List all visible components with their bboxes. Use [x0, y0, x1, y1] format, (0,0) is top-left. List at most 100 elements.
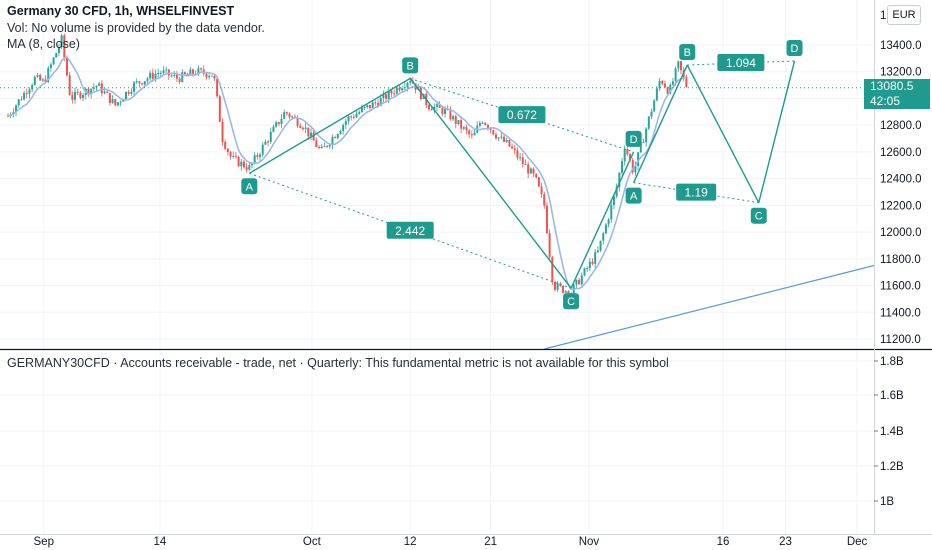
candle-body [25, 92, 28, 94]
candle-body [553, 282, 556, 290]
current-price-tag: 13080.5 [864, 79, 930, 94]
candle-body [631, 160, 634, 173]
candle-body [564, 291, 567, 293]
candle-body [551, 256, 554, 283]
candle-body [216, 78, 219, 97]
candle-body [685, 76, 688, 87]
candle-body [288, 113, 291, 117]
candle-body [358, 112, 361, 114]
candle-body [307, 127, 310, 137]
candle-body [618, 172, 621, 188]
candle-body [382, 94, 385, 99]
time-tick-label: Nov [579, 536, 600, 548]
time-tick-label: 14 [154, 536, 167, 548]
price-tick-label: 12800.0 [880, 120, 922, 132]
candle-body [135, 81, 138, 83]
price-tick-label: 11200.0 [880, 334, 921, 346]
candle-body [478, 122, 481, 126]
ratio-text: 2.442 [395, 224, 425, 238]
candle-body [44, 79, 47, 83]
candle-body [63, 35, 66, 58]
candle-body [224, 142, 227, 149]
candle-body [438, 104, 441, 108]
candle-body [637, 152, 640, 167]
candle-body [339, 131, 342, 135]
candle-body [492, 130, 495, 135]
candle-body [462, 127, 465, 129]
candle-body [368, 105, 371, 108]
candle-body [331, 137, 334, 145]
candle-body [465, 127, 468, 131]
pattern-point-text: A [630, 191, 638, 203]
candle-body [291, 116, 294, 118]
candle-body [197, 68, 200, 75]
candle-body [562, 285, 565, 293]
candle-body [71, 95, 74, 100]
candle-body [596, 250, 599, 253]
harmonic-patterns[interactable]: 2.442 0.672 1.19 1.094 A B C D A B C D [241, 40, 803, 310]
trendline[interactable] [544, 264, 875, 350]
candle-body [586, 268, 589, 270]
candle-body [253, 155, 256, 163]
candle-body [210, 75, 213, 77]
candle-body [95, 85, 98, 88]
price-tick-label: 11400.0 [880, 307, 921, 319]
pattern-point-text: A [246, 181, 254, 193]
candle-body [283, 112, 286, 119]
candle-body [186, 74, 189, 76]
candle-body [49, 64, 52, 69]
time-axis[interactable]: Sep 14 Oct 12 21 Nov 16 23 Dec [34, 536, 868, 548]
candle-body [245, 167, 248, 170]
candle-body [122, 99, 125, 102]
candle-body [578, 279, 581, 285]
candle-body [183, 72, 186, 75]
candle-body [301, 127, 304, 130]
candle-body [390, 90, 393, 94]
time-tick-label: 23 [779, 536, 792, 548]
candle-body [267, 141, 270, 143]
candle-body [610, 205, 613, 220]
price-axis[interactable]: 13400.013200.013000.012800.012600.012400… [874, 10, 922, 508]
candle-body [162, 70, 165, 73]
candle-body [87, 88, 90, 95]
candle-body [395, 87, 398, 94]
candle-body [666, 87, 669, 94]
candle-body [149, 72, 152, 79]
candle-body [189, 69, 192, 75]
candle-body [82, 94, 85, 99]
candle-body [444, 109, 447, 114]
candle-body [497, 137, 500, 139]
candle-body [430, 109, 433, 111]
candle-body [342, 124, 345, 132]
time-tick-label: Dec [847, 536, 868, 548]
candle-body [385, 94, 388, 99]
currency-button[interactable]: EUR [887, 5, 921, 25]
candle-body [167, 69, 170, 76]
pattern-point-text: D [791, 43, 799, 55]
candle-body [250, 162, 253, 166]
candle-body [503, 136, 506, 142]
pattern-point-text: B [407, 60, 414, 72]
pattern-point-label: D [625, 130, 642, 147]
candle-body [366, 105, 369, 107]
bar-countdown-tag: 42:05 [864, 94, 930, 109]
subpanel-tick-label: 1.2B [880, 461, 904, 473]
price-tick-label: 13200.0 [880, 67, 922, 79]
moving-average-line [7, 56, 687, 291]
candle-body [454, 116, 457, 124]
subpanel-tick-label: 1.4B [880, 426, 904, 438]
subpanel-tick-label: 1.6B [880, 390, 904, 402]
time-tick-label: 12 [404, 536, 417, 548]
candle-body [52, 57, 55, 65]
candle-body [583, 268, 586, 276]
candle-body [427, 105, 430, 110]
price-tick-label: 11600.0 [880, 281, 921, 293]
candle-body [377, 102, 380, 106]
candle-body [92, 87, 95, 89]
candle-body [449, 109, 452, 120]
candle-body [159, 72, 162, 74]
pattern-ratio-line [633, 182, 759, 204]
candle-body [406, 82, 409, 88]
candle-body [15, 105, 18, 113]
